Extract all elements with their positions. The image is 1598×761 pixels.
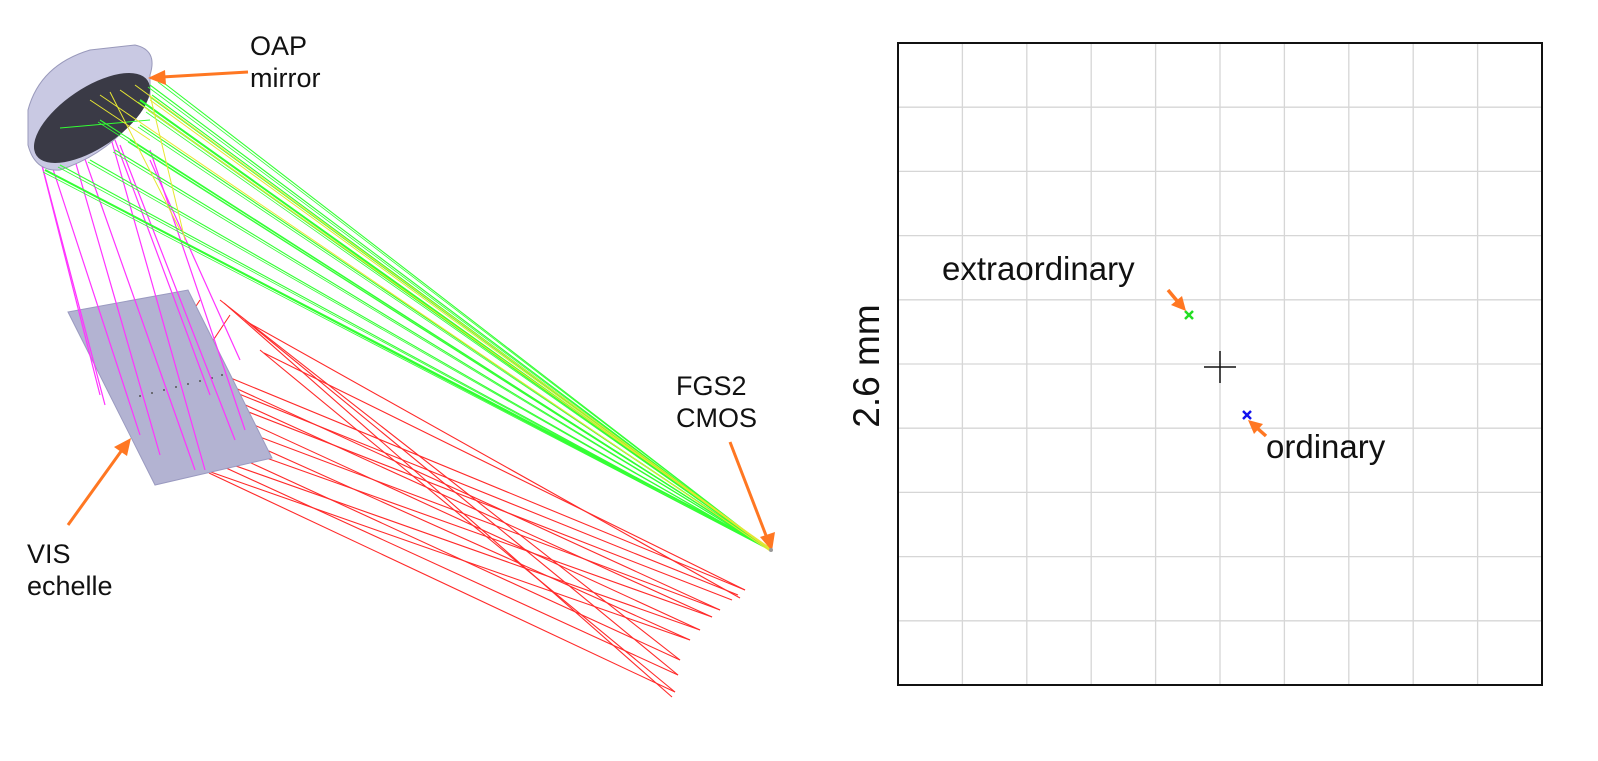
magenta-ray bbox=[119, 144, 236, 441]
green-ray bbox=[89, 159, 771, 551]
red-ray bbox=[204, 469, 691, 641]
green-ray bbox=[139, 99, 771, 551]
green-ray bbox=[159, 79, 771, 551]
spot-ordinary bbox=[1242, 410, 1252, 420]
vis-echelle-label: VIS echelle bbox=[27, 539, 113, 601]
yellow-ray bbox=[89, 99, 151, 141]
green-ray bbox=[149, 84, 771, 551]
green-ray bbox=[59, 119, 151, 129]
green-ray bbox=[99, 119, 771, 551]
green-ray-bundle bbox=[42, 79, 771, 551]
spot-grid bbox=[898, 43, 1542, 685]
magenta-ray bbox=[109, 134, 206, 471]
yellow-ray bbox=[149, 99, 771, 551]
red-ray bbox=[248, 322, 741, 599]
yellow-ray bbox=[99, 94, 771, 552]
magenta-ray bbox=[37, 149, 101, 396]
green-ray bbox=[87, 161, 771, 551]
vis-echelle-grating bbox=[67, 289, 273, 486]
center-crosshair bbox=[1204, 351, 1236, 383]
green-ray bbox=[157, 81, 771, 551]
green-ray bbox=[44, 169, 771, 549]
annotation-arrows bbox=[66, 70, 775, 551]
ray-trace-diagram bbox=[27, 44, 775, 698]
spot-frame bbox=[897, 42, 1543, 686]
oap-mirror-label: OAP mirror bbox=[250, 31, 321, 93]
red-ray bbox=[208, 472, 676, 693]
red-ray bbox=[188, 450, 679, 676]
echelle-dots bbox=[139, 374, 223, 397]
spot-arrows bbox=[1166, 288, 1268, 438]
yellow-ray-bundle bbox=[89, 84, 771, 552]
green-ray bbox=[42, 171, 771, 551]
spot-extraordinary bbox=[1184, 310, 1194, 320]
red-ray bbox=[184, 447, 701, 631]
green-ray bbox=[145, 111, 771, 551]
yellow-ray bbox=[134, 84, 771, 550]
spot-axis-label: 2.6 mm bbox=[846, 304, 887, 428]
green-ray bbox=[112, 151, 771, 551]
ordinary-label: ordinary bbox=[1266, 428, 1386, 465]
red-ray bbox=[223, 302, 673, 698]
magenta-ray bbox=[71, 149, 161, 456]
fgs2-cmos-label: FGS2 CMOS bbox=[676, 371, 757, 433]
magenta-ray bbox=[49, 159, 141, 436]
green-ray bbox=[97, 121, 771, 551]
red-ray bbox=[259, 349, 676, 693]
fgs2-cmos-detector bbox=[769, 548, 773, 552]
green-ray bbox=[114, 149, 771, 551]
yellow-ray bbox=[149, 94, 186, 241]
red-ray bbox=[263, 352, 746, 591]
extraordinary-label: extraordinary bbox=[942, 250, 1135, 287]
yellow-ray bbox=[109, 91, 181, 231]
red-ray bbox=[219, 299, 681, 661]
magenta-ray bbox=[149, 149, 246, 431]
magenta-ray bbox=[149, 159, 241, 361]
magenta-ray bbox=[114, 139, 211, 396]
magenta-ray-bundle bbox=[37, 134, 246, 471]
